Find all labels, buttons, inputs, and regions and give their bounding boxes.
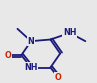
- Text: NH: NH: [63, 28, 77, 37]
- Text: NH: NH: [24, 63, 38, 72]
- Text: O: O: [55, 73, 62, 82]
- Text: N: N: [28, 37, 34, 46]
- Text: O: O: [4, 51, 11, 60]
